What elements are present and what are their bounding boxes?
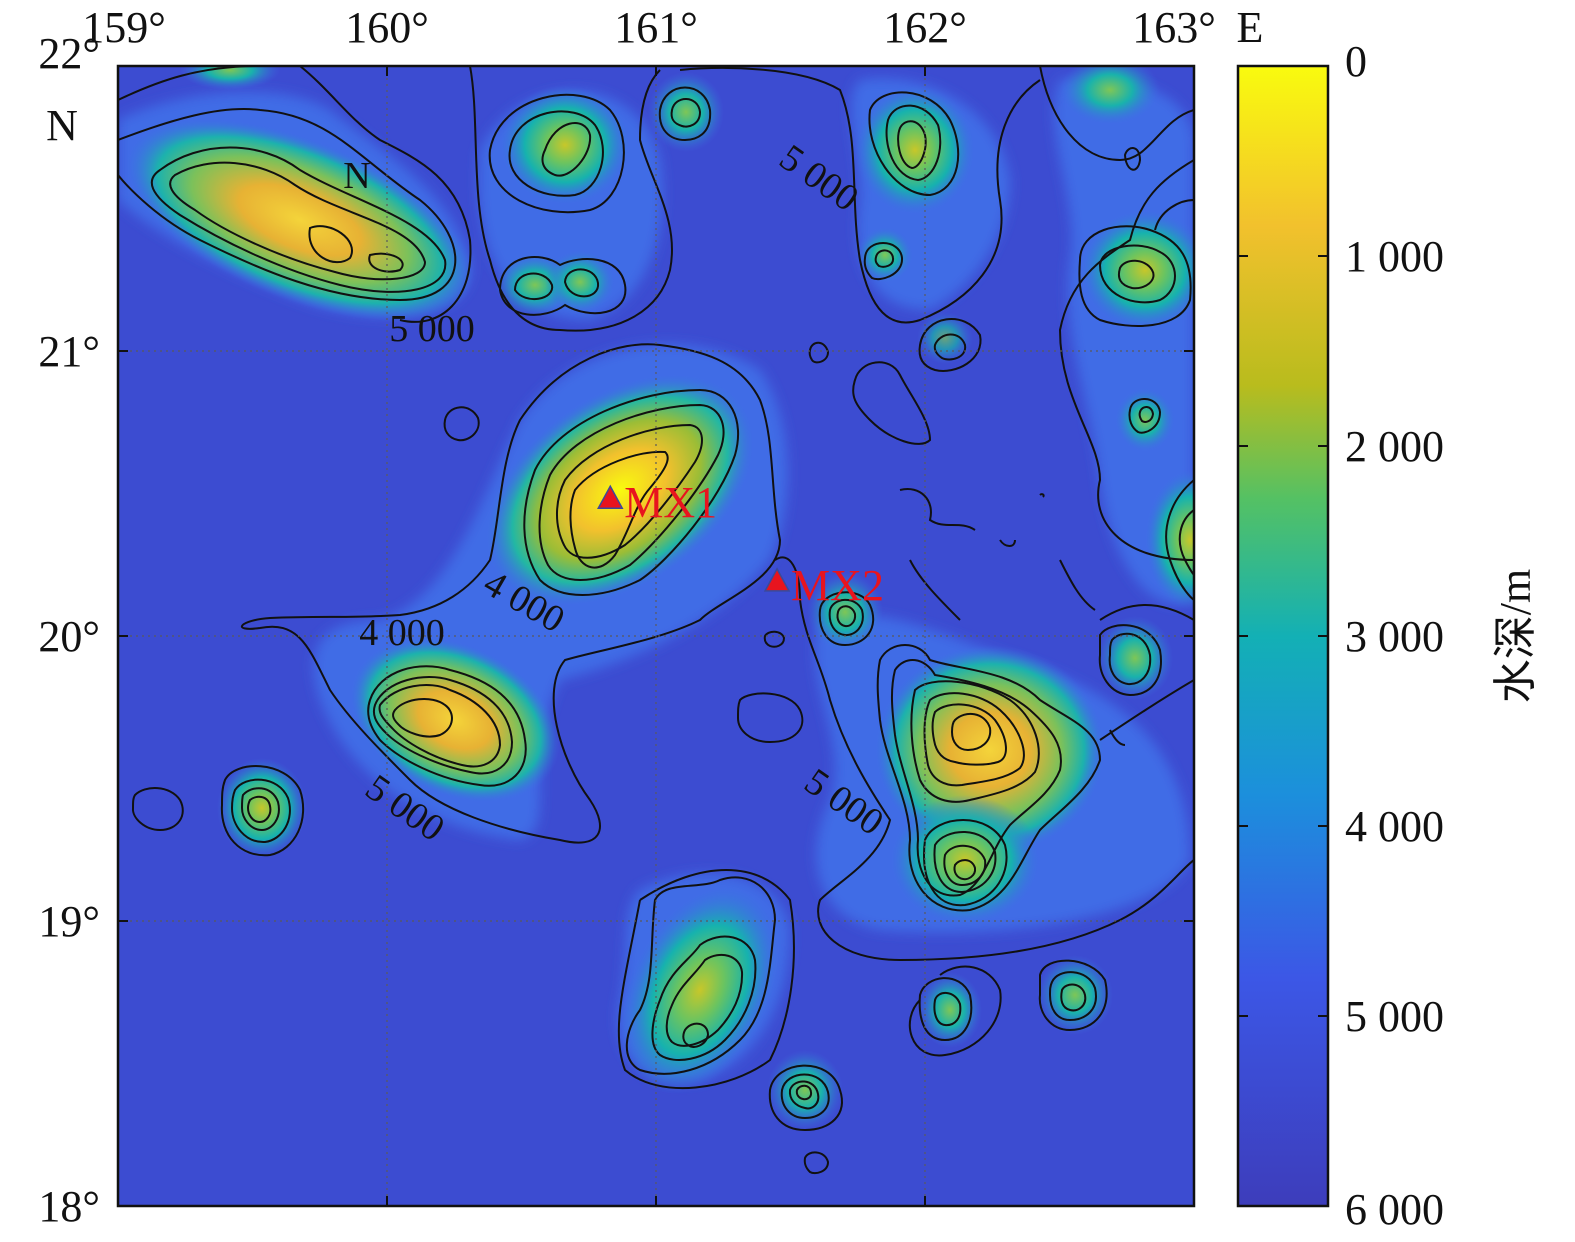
colorbar-tick-label: 6 000 — [1345, 1185, 1444, 1234]
lat-tick-label: 20° — [38, 612, 100, 661]
seamounts — [125, 66, 1194, 1130]
station-markers: MX1 MX2 — [597, 478, 884, 610]
colorbar-ticks: 0 1 000 2 000 3 000 4 000 5 000 6 000 — [1238, 37, 1444, 1234]
axis-labels: 159° 160° 161° 162° 163° E 22° 21° 20° 1… — [38, 3, 1263, 1231]
colorbar-gradient — [1236, 64, 1330, 1208]
contour-label: 4 000 — [359, 612, 445, 654]
station-marker-mx2 — [763, 567, 791, 592]
lat-suffix-label: N — [46, 101, 78, 150]
lat-tick-label: 22° — [38, 29, 100, 78]
station-label-mx2: MX2 — [791, 561, 884, 610]
station-marker-mx1 — [597, 484, 624, 509]
north-label: N — [343, 155, 370, 197]
colorbar-tick-label: 1 000 — [1345, 232, 1444, 281]
lon-tick-label: 159° — [82, 3, 166, 52]
lon-tick-label: 162° — [883, 3, 967, 52]
colorbar-tick-label: 0 — [1345, 37, 1367, 86]
station-label-mx1: MX1 — [624, 478, 717, 527]
colorbar-tick-label: 4 000 — [1345, 802, 1444, 851]
lat-tick-label: 21° — [38, 327, 100, 376]
lat-tick-label: 19° — [38, 897, 100, 946]
map-plot-area: 5 000 5 000 4 000 4 000 5 000 5 000 N MX… — [118, 66, 1194, 1206]
lon-suffix-label: E — [1237, 3, 1264, 52]
depth-colorbar: 0 1 000 2 000 3 000 4 000 5 000 6 000 水深/m — [1236, 37, 1540, 1234]
contour-lines — [118, 66, 1194, 1175]
lon-tick-label: 161° — [614, 3, 698, 52]
graticule — [118, 66, 1194, 1206]
lon-tick-label: 163° — [1132, 3, 1216, 52]
contour-label: 5 000 — [389, 308, 475, 350]
lon-tick-label: 160° — [345, 3, 429, 52]
colorbar-tick-label: 2 000 — [1345, 422, 1444, 471]
frame-ticks — [117, 65, 1195, 1207]
colorbar-title: 水深/m — [1491, 569, 1540, 703]
lat-tick-label: 18° — [38, 1182, 100, 1231]
colorbar-tick-label: 3 000 — [1345, 612, 1444, 661]
colorbar-tick-label: 5 000 — [1345, 992, 1444, 1041]
